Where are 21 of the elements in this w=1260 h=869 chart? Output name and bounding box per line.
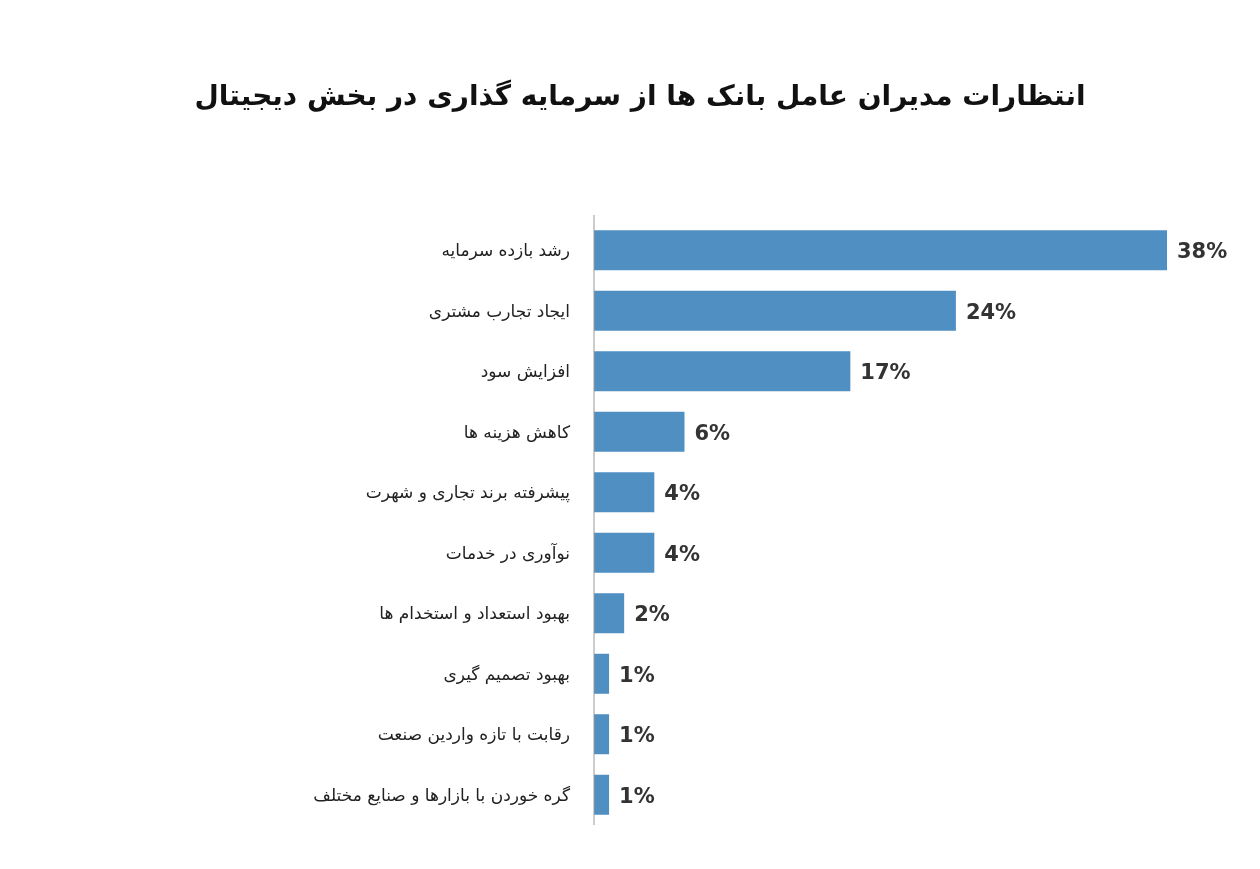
y-tick-label: کاهش هزینه ها (463, 421, 571, 442)
data-label: 1% (619, 662, 655, 687)
y-tick-label: بهبود تصمیم گیری (443, 663, 570, 685)
y-tick-label: رقابت با تازه واردین صنعت (377, 724, 570, 745)
y-tick-label: افزایش سود (480, 361, 570, 382)
data-label: 4% (664, 541, 700, 566)
chart-title: انتظارات مدیران عامل بانک ها از سرمایه گذاری در بخش دیجیتال (194, 79, 1086, 112)
y-tick-label: گره خوردن با بازارها و صنایع مختلف (313, 784, 571, 806)
y-tick-label: ایجاد تجارب مشتری (428, 300, 570, 321)
data-label: 38% (1177, 239, 1228, 264)
y-tick-label: نوآوری در خدمات (445, 541, 570, 563)
data-label: 6% (694, 420, 731, 445)
data-label: 1% (619, 723, 655, 748)
data-label: 24% (965, 299, 1017, 324)
data-label: 1% (619, 783, 655, 808)
y-tick-label: پیشرفته برند تجاری و شهرت (365, 482, 571, 504)
y-tick-label: بهبود استعداد و استخدام ها (379, 603, 570, 625)
y-tick-label: رشد بازده سرمایه (441, 240, 570, 261)
data-label: 17% (860, 360, 911, 385)
data-label: 2% (634, 602, 670, 627)
data-label: 4% (664, 481, 700, 506)
